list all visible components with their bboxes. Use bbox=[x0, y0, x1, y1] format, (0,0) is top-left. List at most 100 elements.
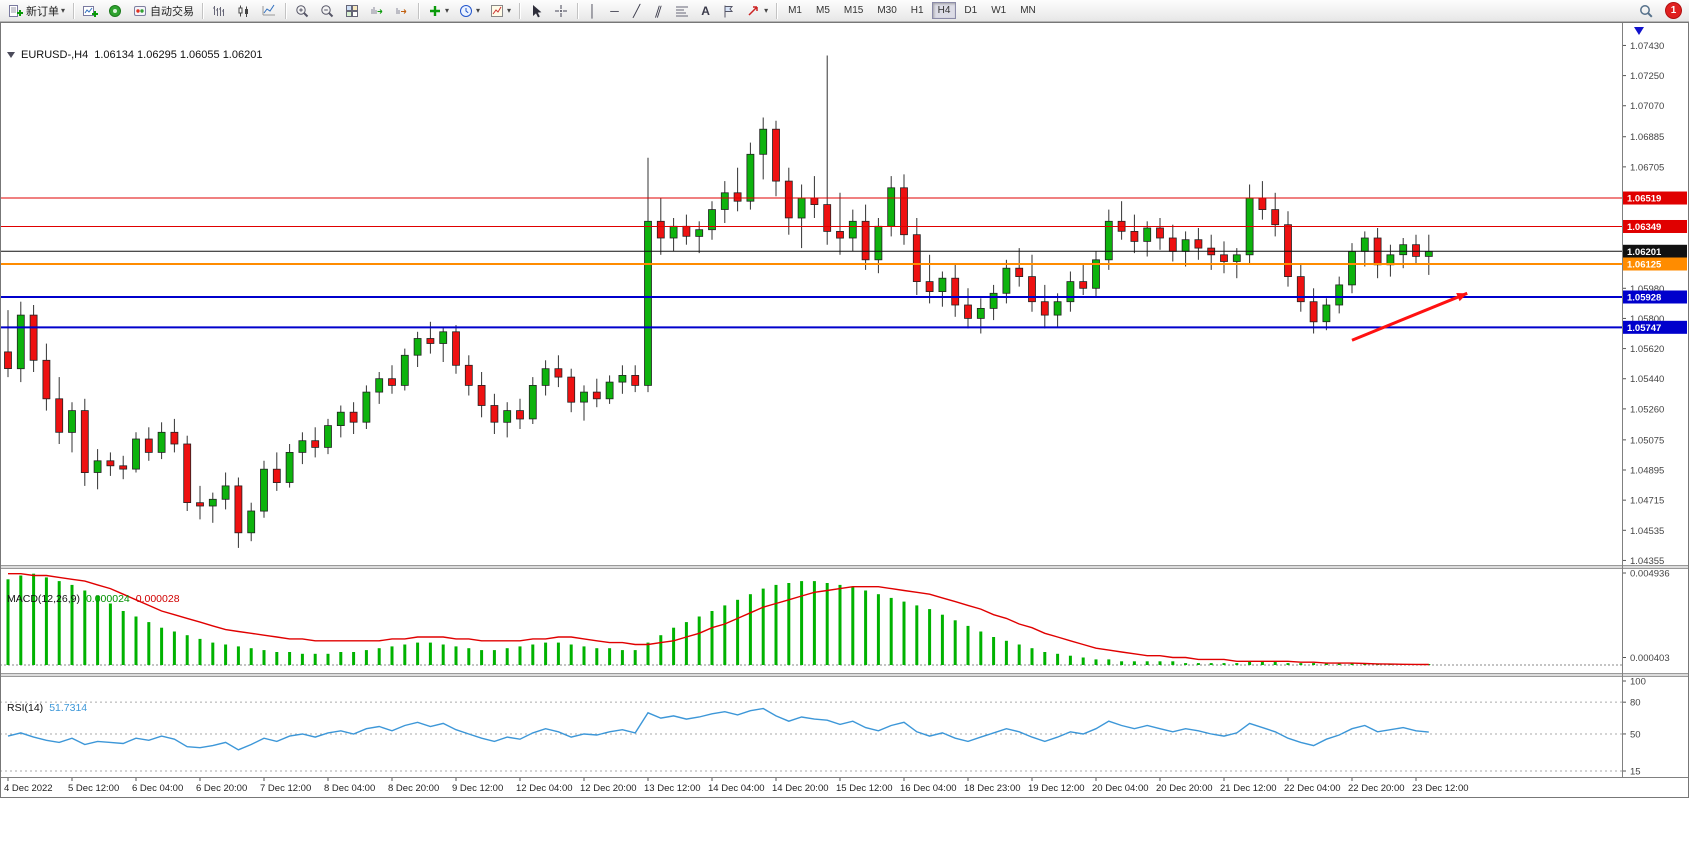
macd-indicator-label: MACD(12,26,9) 0.000024 0.000028 bbox=[7, 593, 180, 605]
arrow-tool-icon bbox=[748, 5, 758, 16]
svg-text:15 Dec 12:00: 15 Dec 12:00 bbox=[836, 783, 893, 794]
rsi-name: RSI(14) bbox=[7, 702, 44, 714]
vertical-line-tool-button[interactable]: │ bbox=[582, 1, 603, 21]
bar-chart-mode-button[interactable] bbox=[207, 1, 231, 21]
macd-signal-line bbox=[8, 573, 1429, 666]
new-order-label: 新订单 bbox=[26, 5, 59, 18]
timeframe-m30[interactable]: M30 bbox=[871, 2, 902, 19]
trend-arrow-head bbox=[1456, 293, 1468, 302]
zoom-in-button[interactable] bbox=[290, 1, 314, 21]
svg-text:16 Dec 04:00: 16 Dec 04:00 bbox=[900, 783, 957, 794]
svg-text:1.06201: 1.06201 bbox=[1627, 247, 1662, 258]
svg-text:0.004936: 0.004936 bbox=[1630, 569, 1670, 580]
toolbar-separator bbox=[418, 2, 420, 19]
svg-text:1.07430: 1.07430 bbox=[1630, 41, 1664, 52]
indicators-button[interactable]: ▾ bbox=[423, 1, 453, 21]
text-tool-button[interactable]: A bbox=[695, 1, 716, 21]
clock-icon bbox=[460, 4, 473, 17]
line-chart-icon bbox=[262, 4, 276, 15]
candles bbox=[4, 55, 1433, 548]
svg-text:1.05928: 1.05928 bbox=[1627, 293, 1661, 304]
svg-text:1.06349: 1.06349 bbox=[1627, 222, 1661, 233]
vertical-line-icon: │ bbox=[588, 3, 597, 18]
crosshair-button[interactable] bbox=[549, 1, 573, 21]
chart-window: 1.07430 1.07250 1.07070 1.06885 1.06705 1.065… bbox=[0, 22, 1689, 798]
cursor-button[interactable] bbox=[524, 1, 548, 21]
svg-text:20 Dec 04:00: 20 Dec 04:00 bbox=[1092, 783, 1149, 794]
rsi-line bbox=[7, 707, 1429, 751]
search-icon bbox=[1640, 4, 1653, 18]
candlestick-mode-button[interactable] bbox=[232, 1, 256, 21]
svg-text:1.04895: 1.04895 bbox=[1630, 466, 1664, 477]
ohlc-values-text: 1.06134 1.06295 1.06055 1.06201 bbox=[94, 49, 263, 61]
fibonacci-tool-button[interactable] bbox=[670, 1, 694, 21]
svg-text:1.07070: 1.07070 bbox=[1630, 101, 1664, 112]
svg-text:15: 15 bbox=[1630, 767, 1641, 778]
arrows-tool-button[interactable]: ▾ bbox=[742, 1, 772, 21]
auto-scroll-button[interactable] bbox=[365, 1, 389, 21]
search-button[interactable] bbox=[1634, 1, 1658, 21]
new-order-button[interactable]: 新订单 ▾ bbox=[4, 1, 69, 21]
bar-chart-icon bbox=[213, 5, 225, 16]
timeframe-d1[interactable]: D1 bbox=[958, 2, 983, 19]
timeframe-m5[interactable]: M5 bbox=[810, 2, 836, 19]
symbol-label: EURUSD-,H4 1.06134 1.06295 1.06055 1.062… bbox=[7, 49, 262, 61]
template-icon bbox=[491, 4, 504, 17]
new-order-icon bbox=[9, 4, 23, 17]
timeframe-m15[interactable]: M15 bbox=[838, 2, 869, 19]
auto-scroll-icon bbox=[371, 6, 383, 14]
fibonacci-icon bbox=[676, 6, 689, 16]
notification-badge[interactable]: 1 bbox=[1666, 3, 1681, 18]
channel-tool-button[interactable]: ∥ bbox=[648, 1, 669, 21]
svg-text:1.04715: 1.04715 bbox=[1630, 496, 1664, 507]
svg-text:1.06125: 1.06125 bbox=[1627, 260, 1662, 271]
line-chart-mode-button[interactable] bbox=[257, 1, 281, 21]
toolbar-separator bbox=[73, 2, 75, 19]
text-label-tool-button[interactable] bbox=[717, 1, 741, 21]
zoom-out-button[interactable] bbox=[315, 1, 339, 21]
text-tool-icon: A bbox=[701, 3, 710, 18]
rsi-indicator-label: RSI(14) 51.7314 bbox=[7, 702, 87, 714]
profiles-button[interactable] bbox=[103, 1, 127, 21]
chevron-down-icon: ▾ bbox=[507, 5, 512, 15]
timeframe-h1[interactable]: H1 bbox=[905, 2, 930, 19]
templates-button[interactable]: ▾ bbox=[485, 1, 515, 21]
timeframe-mn[interactable]: MN bbox=[1014, 2, 1042, 19]
chart-canvas[interactable]: 1.07430 1.07250 1.07070 1.06885 1.06705 1.065… bbox=[0, 22, 1689, 798]
new-chart-button[interactable] bbox=[78, 1, 102, 21]
new-chart-icon bbox=[83, 5, 99, 17]
timeframe-m1[interactable]: M1 bbox=[782, 2, 808, 19]
price-badge-1.06125: 1.06125 bbox=[1623, 257, 1687, 271]
tile-windows-button[interactable] bbox=[340, 1, 364, 21]
horizontal-line-tool-button[interactable]: ─ bbox=[604, 1, 625, 21]
trendline-tool-button[interactable]: ╱ bbox=[626, 1, 647, 21]
price-badge-1.05928: 1.05928 bbox=[1623, 290, 1687, 304]
svg-text:1.06705: 1.06705 bbox=[1630, 162, 1664, 173]
trend-arrow-annotation[interactable] bbox=[1351, 291, 1468, 342]
svg-text:20 Dec 20:00: 20 Dec 20:00 bbox=[1156, 783, 1213, 794]
timeframe-group: M1 M5 M15 M30 H1 H4 D1 W1 MN bbox=[781, 2, 1043, 19]
zoom-in-icon bbox=[296, 4, 309, 17]
svg-text:7 Dec 12:00: 7 Dec 12:00 bbox=[260, 783, 311, 794]
auto-trading-icon bbox=[134, 5, 147, 16]
chart-scroll-marker[interactable] bbox=[1634, 27, 1644, 35]
toolbar-separator bbox=[285, 2, 287, 19]
svg-text:1.05800: 1.05800 bbox=[1630, 314, 1664, 325]
svg-text:1.06885: 1.06885 bbox=[1630, 132, 1664, 143]
add-indicator-icon bbox=[430, 5, 441, 16]
symbol-period-text: EURUSD-,H4 bbox=[21, 49, 89, 61]
svg-text:1.05980: 1.05980 bbox=[1630, 284, 1664, 295]
periods-button[interactable]: ▾ bbox=[454, 1, 484, 21]
cursor-icon bbox=[533, 4, 542, 17]
svg-text:12 Dec 20:00: 12 Dec 20:00 bbox=[580, 783, 637, 794]
svg-text:6 Dec 04:00: 6 Dec 04:00 bbox=[132, 783, 183, 794]
timeframe-h4[interactable]: H4 bbox=[931, 2, 957, 19]
svg-text:1.05075: 1.05075 bbox=[1630, 435, 1664, 446]
chevron-down-icon: ▾ bbox=[61, 5, 66, 15]
timeframe-w1[interactable]: W1 bbox=[985, 2, 1012, 19]
svg-text:1.05620: 1.05620 bbox=[1630, 344, 1664, 355]
one-click-trading-icon[interactable] bbox=[7, 52, 15, 58]
chart-shift-button[interactable] bbox=[390, 1, 414, 21]
svg-text:12 Dec 04:00: 12 Dec 04:00 bbox=[516, 783, 573, 794]
auto-trading-button[interactable]: 自动交易 bbox=[128, 1, 198, 21]
